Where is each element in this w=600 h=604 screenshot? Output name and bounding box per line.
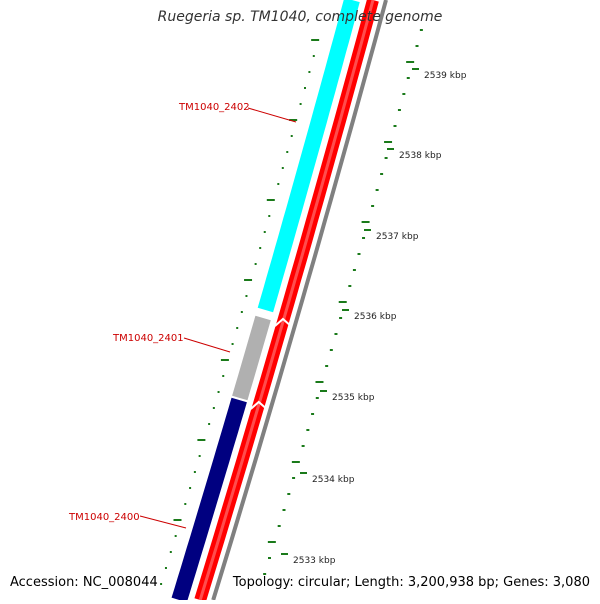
gene-labels: TM1040_2402 TM1040_2401 TM1040_2400 (68, 102, 297, 529)
gene-segment-tm1040-2402 (257, 0, 360, 313)
gene-label: TM1040_2400 (68, 512, 140, 523)
ruler-labels: 2539 kbp 2538 kbp 2537 kbp 2536 kbp 2535 kbp… (281, 68, 467, 566)
gene-label: TM1040_2402 (178, 102, 250, 113)
kbp-label: 2537 kbp (376, 232, 419, 242)
cds-break-1 (274, 317, 292, 327)
gene-segment-tm1040-2400 (171, 397, 247, 603)
kbp-label: 2534 kbp (312, 475, 355, 485)
cds-track-highlight (198, 0, 375, 601)
genome-title: Ruegeria sp. TM1040, complete genome (157, 9, 443, 25)
kbp-label: 2535 kbp (332, 393, 375, 403)
topology-text: Topology: circular; Length: 3,200,938 bp… (232, 575, 590, 590)
gene-segment-tm1040-2401 (232, 315, 271, 401)
ruler-ticks (160, 29, 423, 585)
backbone-line (211, 0, 388, 601)
kbp-label: 2538 kbp (399, 151, 442, 161)
gene-label-leader (183, 337, 231, 353)
kbp-label: 2539 kbp (424, 71, 467, 81)
accession-text: Accession: NC_008044 (10, 575, 158, 590)
kbp-label: 2533 kbp (293, 556, 336, 566)
gene-tracks (171, 0, 388, 603)
kbp-label: 2536 kbp (354, 312, 397, 322)
gene-label-leader (247, 107, 297, 123)
gene-label: TM1040_2401 (112, 333, 184, 344)
gene-label-leader (139, 515, 187, 529)
cds-break-2 (250, 400, 268, 410)
